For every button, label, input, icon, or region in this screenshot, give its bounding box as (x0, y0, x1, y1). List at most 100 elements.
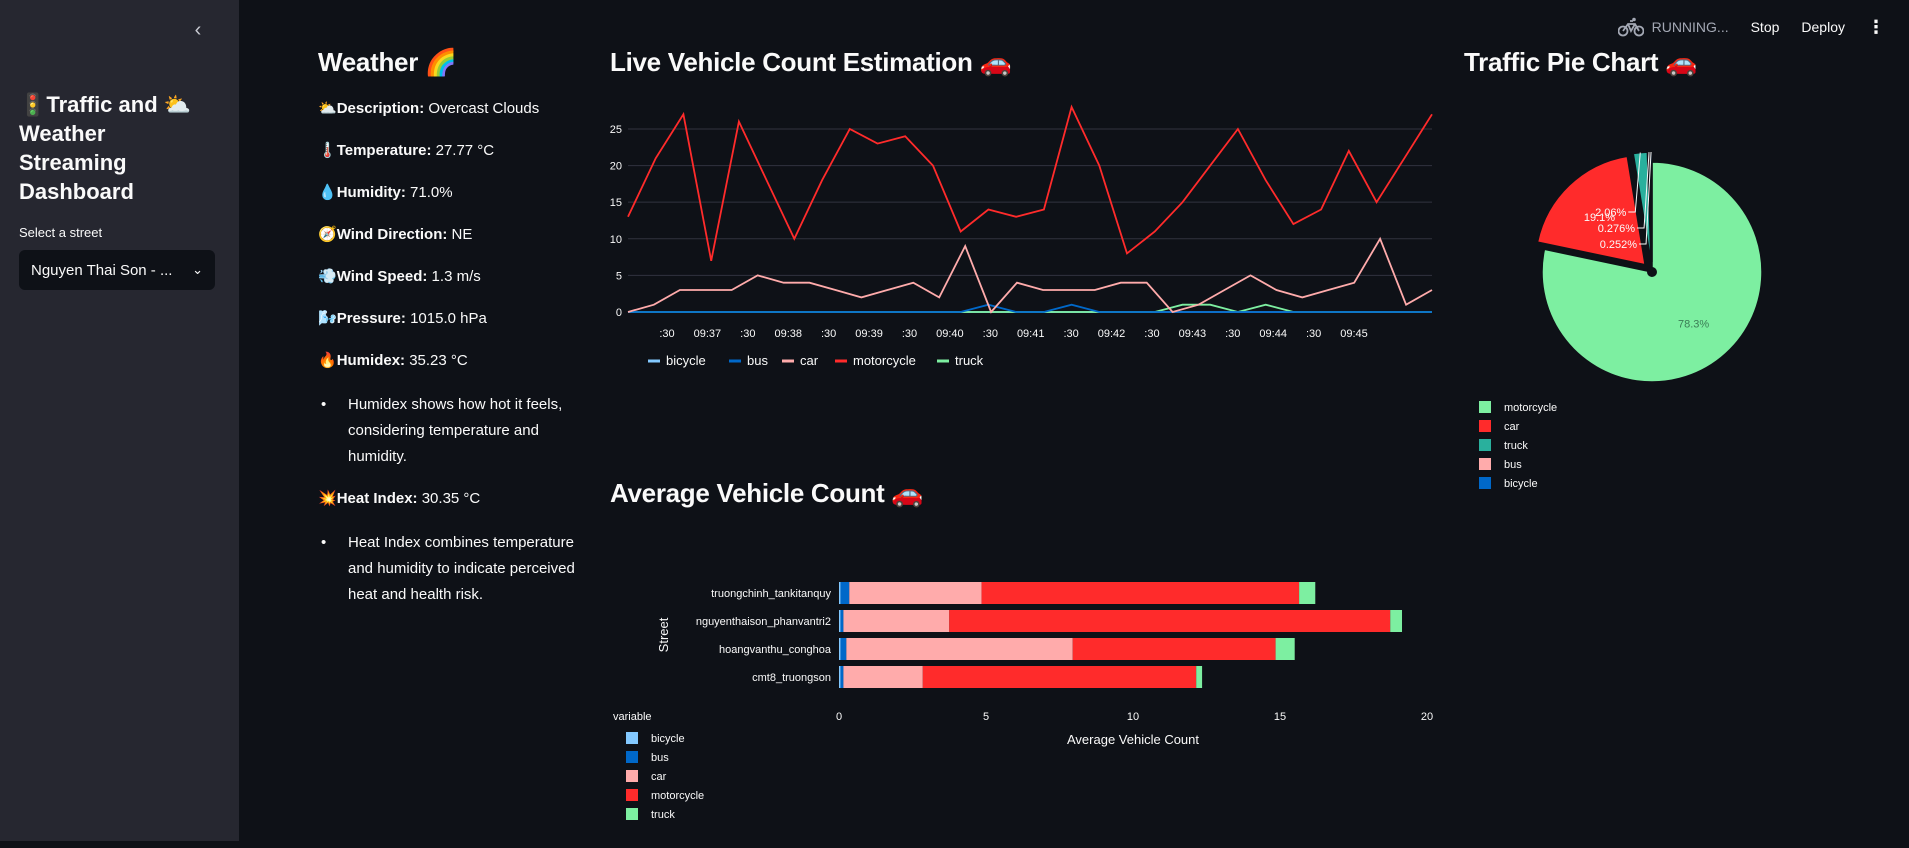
bar-segment-truck (1390, 610, 1403, 632)
running-status: RUNNING... (1617, 17, 1729, 37)
line-chart-svg[interactable]: 0 5 10 15 20 25:30 09:37:30 09:38:30 09:39:30 09:… (610, 87, 1440, 467)
app-title: 🚦Traffic and ⛅ Weather Streaming Dashboa… (19, 92, 192, 204)
legend-label-truck: truck (955, 353, 984, 368)
temperature-value: 27.77 °C (431, 142, 495, 159)
pie-label-truck: 2.06% (1595, 207, 1626, 219)
bar-segment-car (846, 638, 1073, 660)
humidity-row: 💧Humidity: 71.0% (318, 184, 453, 201)
street-select-value: Nguyen Thai Son - ... (31, 261, 173, 279)
pie-leader-truck (1628, 152, 1641, 213)
wind-speed-value: 1.3 m/s (427, 268, 481, 285)
legend-swatch-motorcycle (1479, 401, 1491, 413)
legend-swatch-bus (1479, 458, 1491, 470)
humidity-value: 71.0% (405, 184, 453, 201)
bar-segment-car (849, 582, 982, 604)
pie-leader-bus (1637, 152, 1650, 229)
bar-segment-bus (840, 638, 847, 660)
fire-icon: 🔥 (318, 352, 337, 369)
bar-segment-truck (1299, 582, 1316, 604)
legend-label-bicycle: bicycle (666, 353, 706, 368)
average-vehicle-chart: Average Vehicle Count 🚗 truongchinh_tank… (610, 478, 1433, 821)
collapse-sidebar-icon[interactable]: ‹ (194, 19, 202, 41)
avg-chart-title: Average Vehicle Count 🚗 (610, 478, 924, 508)
live-vehicle-chart: Live Vehicle Count Estimation 🚗 0 5 10 15 20… (610, 47, 1433, 368)
bar-segment-car (843, 610, 950, 632)
bicycle-running-icon (1617, 17, 1644, 37)
legend-swatch-car (1479, 420, 1491, 432)
pressure-value: 1015.0 hPa (405, 310, 487, 327)
bullet-icon: • (321, 396, 327, 413)
x-tick-label: :30 (983, 328, 998, 340)
bar-segment-bicycle (839, 638, 841, 660)
legend-label-bicycle: bicycle (651, 733, 685, 745)
description-row: ⛅Description: Overcast Clouds (318, 100, 540, 117)
x-tick-label: 0 (836, 711, 842, 723)
description-value: Overcast Clouds (424, 100, 540, 117)
pressure-icon: 🌬️ (318, 310, 337, 327)
y-tick-label: 15 (610, 197, 622, 209)
traffic-pie-chart: Traffic Pie Chart 🚗 78.3% 19.1% 2.06% 0.276… (1464, 47, 1763, 490)
bar-segment-motorcycle (1072, 638, 1276, 660)
pie-chart-svg[interactable]: 78.3% 19.1%2.06% 0.276% 0.252% motorcycle car… (1464, 87, 1864, 547)
top-toolbar: RUNNING... Stop Deploy ⋮ (1617, 0, 1909, 54)
weather-title: Weather 🌈 (318, 47, 458, 77)
x-tick-label: :30 (902, 328, 917, 340)
x-tick-label: 09:39 (855, 328, 883, 340)
x-tick-label: 09:37 (694, 328, 722, 340)
x-tick-label: 09:44 (1259, 328, 1287, 340)
x-tick-label: :30 (1225, 328, 1240, 340)
bar-segment-bicycle (839, 666, 841, 688)
legend-swatch-motorcycle (626, 789, 638, 801)
bar-segment-bicycle (839, 610, 841, 632)
chevron-down-icon: ⌄ (192, 262, 203, 277)
legend-title: variable (613, 711, 652, 723)
main-menu-icon[interactable]: ⋮ (1867, 16, 1885, 37)
humidex-value: 35.23 °C (405, 352, 468, 369)
x-tick-label: 09:38 (774, 328, 802, 340)
x-tick-label: 09:45 (1340, 328, 1368, 340)
legend-swatch-truck (1479, 439, 1491, 451)
legend-label-car: car (800, 353, 819, 368)
y-tick-label: 20 (610, 161, 622, 173)
bar-segment-truck (1196, 666, 1203, 688)
street-select[interactable]: Nguyen Thai Son - ... ⌄ (19, 250, 215, 290)
bar-segment-bus (840, 610, 844, 632)
x-tick-label: :30 (821, 328, 836, 340)
deploy-button[interactable]: Deploy (1801, 19, 1845, 35)
bar-segment-motorcycle (922, 666, 1197, 688)
heat-index-row: 💥Heat Index: 30.35 °C (318, 490, 481, 507)
explosion-icon: 💥 (318, 490, 337, 507)
stop-button[interactable]: Stop (1750, 19, 1780, 35)
x-tick-label: :30 (1144, 328, 1159, 340)
legend-label-truck: truck (651, 809, 675, 821)
pie-chart-title: Traffic Pie Chart 🚗 (1464, 47, 1698, 77)
legend-swatch-bicycle (1479, 477, 1491, 489)
bar-segment-bicycle (839, 582, 841, 604)
street-label: hoangvanthu_conghoa (719, 644, 832, 656)
pie-label-car: 19.1% (1584, 212, 1615, 224)
street-label: truongchinh_tankitanquy (711, 588, 831, 600)
y-tick-label: 0 (616, 307, 622, 319)
y-tick-label: 5 (616, 270, 622, 282)
live-chart-title: Live Vehicle Count Estimation 🚗 (610, 47, 1012, 77)
series-line-motorcycle (627, 104, 1433, 261)
x-tick-label: 15 (1274, 711, 1286, 723)
legend-label-motorcycle: motorcycle (1504, 402, 1557, 414)
bar-segment-motorcycle (981, 582, 1300, 604)
x-tick-label: :30 (1306, 328, 1321, 340)
x-tick-label: 09:41 (1017, 328, 1045, 340)
street-label: nguyenthaison_phanvantri2 (696, 616, 831, 628)
legend-label-motorcycle: motorcycle (651, 790, 704, 802)
pie-slice-car (1536, 155, 1647, 266)
x-axis-title: Average Vehicle Count (1067, 732, 1199, 747)
x-tick-label: 10 (1127, 711, 1139, 723)
thermometer-icon: 🌡️ (318, 142, 337, 159)
bar-chart-svg[interactable]: truongchinh_tankitanquy nguyenthaison_pha… (610, 518, 1440, 848)
pie-label-motorcycle: 78.3% (1678, 318, 1709, 330)
legend-label-car: car (1504, 421, 1520, 433)
x-tick-label: 09:40 (936, 328, 964, 340)
legend-label-car: car (651, 771, 667, 783)
pressure-row: 🌬️Pressure: 1015.0 hPa (318, 310, 487, 327)
weather-panel: Weather 🌈 ⛅Description: Overcast Clouds … (318, 47, 580, 603)
x-tick-label: :30 (740, 328, 755, 340)
